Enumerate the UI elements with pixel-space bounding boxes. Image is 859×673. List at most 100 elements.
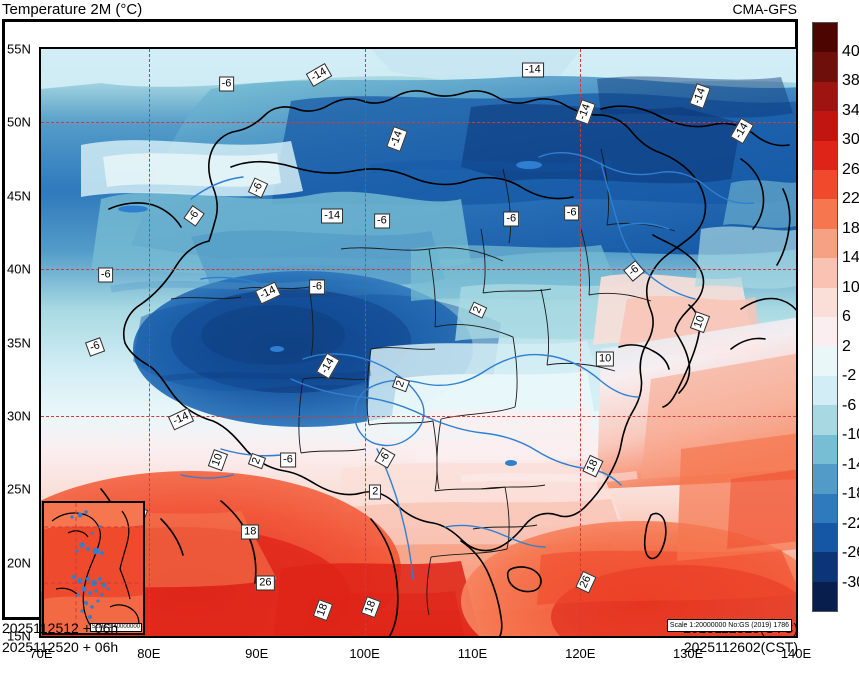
colorbar-tick-label: 2	[842, 337, 851, 355]
lon-tick-label: 100E	[349, 646, 380, 661]
contour-label: 26	[256, 575, 275, 591]
colorbar-band	[813, 258, 837, 288]
colorbar-band	[813, 581, 837, 612]
colorbar-tick-label: 6	[842, 308, 851, 325]
colorbar-tick-label: 18	[842, 219, 859, 237]
colorbar-tick-label: 10	[842, 278, 859, 296]
map-plot-area[interactable]: -6 -14 -14 -14 -14 -14 -14 -6 -6 -14 -6 -6 -6 -6 -6 -14…	[39, 47, 798, 638]
model-label: CMA-GFS	[732, 1, 797, 17]
colorbar-band	[813, 228, 837, 259]
colorbar-tick-label: 30	[842, 131, 859, 148]
contour-label: -6	[280, 452, 296, 468]
contour-label: -6	[563, 205, 580, 221]
colorbar-band	[813, 493, 837, 523]
contour-label: -14	[386, 125, 408, 152]
contour-label: -6	[309, 279, 325, 295]
map-scale-stamp: Scale 1:20000000 No:GS (2019) 1786	[666, 619, 792, 632]
colorbar-band	[813, 52, 837, 82]
colorbar-band	[813, 317, 837, 347]
contour-label: -14	[168, 407, 195, 431]
colorbar-band	[813, 140, 837, 171]
colorbar-band	[813, 346, 837, 376]
lon-tick-label: 120E	[565, 646, 596, 661]
lat-tick-label: 20N	[7, 555, 31, 571]
contour-label: 10	[689, 310, 711, 334]
lon-tick-label: 80E	[137, 646, 161, 661]
colorbar-band	[813, 23, 837, 53]
colorbar-band	[813, 81, 837, 112]
lat-tick-label: 30N	[7, 408, 31, 424]
contour-label: 18	[241, 524, 260, 540]
contour-label: -14	[321, 208, 344, 224]
contour-label-layer: -6 -14 -14 -14 -14 -14 -14 -6 -6 -14 -6 -6 -6 -6 -6 -14…	[41, 49, 796, 636]
colorbar-band	[813, 522, 837, 553]
inset-scale-stamp: Scale 1:40000000	[89, 623, 142, 632]
contour-label: -14	[306, 63, 333, 88]
colorbar-band	[813, 111, 837, 141]
contour-label: 18	[360, 595, 382, 618]
contour-label: -6	[183, 205, 205, 228]
lon-tick-label: 90E	[245, 646, 269, 661]
colorbar-band	[813, 464, 837, 494]
map-frame: -6 -14 -14 -14 -14 -14 -14 -6 -6 -14 -6 -6 -6 -6 -6 -14…	[2, 19, 811, 661]
colorbar-band	[813, 287, 837, 318]
contour-label: -14	[573, 99, 596, 125]
contour-label: -14	[521, 62, 544, 78]
contour-label: -6	[623, 259, 646, 282]
lat-tick-label: 55N	[7, 41, 31, 57]
colorbar-tick-label: -10	[842, 426, 859, 443]
colorbar-tick-label: -6	[842, 396, 857, 414]
contour-label: 26	[575, 570, 597, 594]
contour-label: -6	[218, 76, 235, 92]
colorbar-tick-label: -2	[842, 367, 857, 384]
contour-label: 2	[468, 301, 488, 319]
colorbar-tick-label: 34	[842, 101, 859, 119]
contour-label: 2	[392, 375, 411, 392]
footer-valid-time-cst: 2025112602(CST)	[683, 639, 798, 655]
lat-tick-label: 45N	[7, 188, 31, 204]
contour-label: -6	[374, 447, 396, 470]
contour-label: 18	[582, 454, 604, 478]
contour-label: -6	[97, 267, 114, 283]
contour-label: -14	[730, 117, 755, 145]
contour-label: 10	[595, 351, 615, 367]
colorbar-tick-label: -18	[842, 485, 859, 502]
page-title: Temperature 2M (°C)	[2, 1, 143, 18]
lat-tick-label: 35N	[7, 335, 31, 350]
colorbar-band	[813, 552, 837, 582]
contour-label: -6	[373, 213, 390, 229]
contour-label: 2	[369, 484, 382, 500]
contour-label: -14	[689, 83, 711, 109]
footer-init-time-utc: 2025112512 + 06h	[2, 620, 119, 636]
contour-label: 18	[312, 598, 333, 621]
contour-label: -6	[247, 178, 268, 199]
lon-tick-label: 110E	[457, 646, 488, 661]
colorbar-band	[813, 375, 837, 406]
colorbar-tick-label: 40	[842, 42, 859, 60]
colorbar-band	[813, 434, 837, 465]
colorbar-tick-label: -26	[842, 544, 859, 561]
inset-map-graphic	[44, 503, 143, 633]
footer-init-time-cst: 2025112520 + 06h	[2, 639, 119, 655]
colorbar-tick-label: -22	[842, 514, 859, 532]
colorbar[interactable]	[812, 22, 838, 612]
colorbar-tick-layer: 40 38 34 30 26 22 18 14 10 6 2 -2 -6 -10 -14 -18 -22 -26 -…	[812, 22, 859, 612]
contour-label: 2	[247, 453, 266, 470]
contour-label: -14	[254, 281, 281, 305]
colorbar-tick-label: 14	[842, 249, 859, 266]
colorbar-tick-label: -30	[842, 573, 859, 591]
lat-tick-label: 40N	[7, 261, 31, 277]
contour-label: 10	[207, 448, 229, 472]
colorbar-tick-label: 38	[842, 72, 859, 89]
colorbar-band	[813, 405, 837, 435]
colorbar-tick-label: 26	[842, 160, 859, 178]
lat-tick-label: 50N	[7, 114, 31, 130]
colorbar-band	[813, 199, 837, 229]
colorbar-tick-label: 22	[842, 190, 859, 207]
colorbar-band	[813, 170, 837, 200]
colorbar-tick-label: -14	[842, 455, 859, 473]
contour-label: -6	[503, 211, 520, 227]
south-china-sea-inset-map[interactable]: Scale 1:40000000	[42, 501, 145, 635]
contour-label: -6	[84, 337, 105, 357]
